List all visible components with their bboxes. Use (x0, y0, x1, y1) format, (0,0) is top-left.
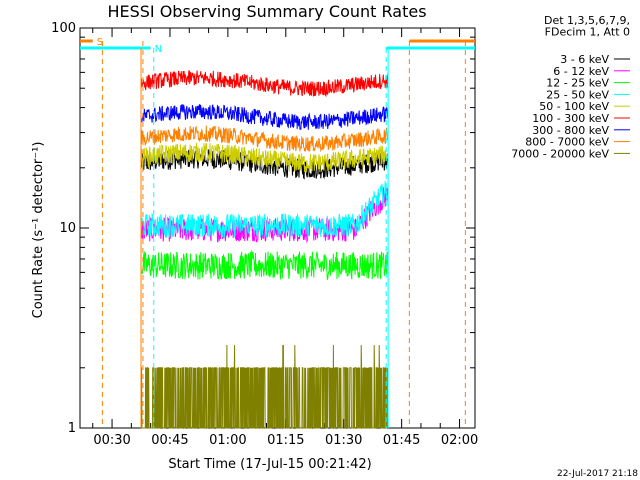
legend-label-1: 6 - 12 keV (553, 65, 609, 78)
y-axis-label: Count Rate (s⁻¹ detector⁻¹) (31, 142, 46, 319)
series-line-6 (140, 104, 389, 428)
legend-label-0: 3 - 6 keV (560, 53, 609, 66)
x-tick-label: 02:00 (441, 433, 478, 448)
plot-area: 1 10 100 00:30 00:45 01:00 01:15 01:30 01:45 02:0… (51, 21, 478, 448)
y-tick-label: 10 (59, 221, 76, 236)
x-tick-label: 00:45 (151, 433, 188, 448)
legend-label-3: 25 - 50 keV (546, 88, 609, 101)
y-tick-label: 1 (68, 421, 76, 436)
legend-header-line: FDecim 1, Att 0 (545, 26, 630, 39)
series-line-5 (140, 70, 389, 428)
legend-label-5: 100 - 300 keV (532, 112, 609, 125)
legend-label-2: 12 - 25 keV (546, 77, 609, 90)
y-tick-label: 100 (51, 21, 76, 36)
x-tick-label: 01:45 (383, 433, 420, 448)
series-line-7 (140, 125, 389, 428)
legend-label-8: 7000 - 20000 keV (511, 147, 609, 160)
series-line-2 (140, 249, 389, 428)
legend-header-line: Det 1,3,5,6,7,9, (544, 14, 630, 27)
x-tick-label: 00:30 (93, 433, 130, 448)
series-line-0 (140, 148, 389, 428)
flag-label-0: S (97, 37, 103, 48)
x-tick-label: 01:15 (267, 433, 304, 448)
series-line-4 (140, 142, 389, 428)
x-tick-label: 01:00 (209, 433, 246, 448)
x-tick-label: 01:30 (325, 433, 362, 448)
series-line-8 (140, 344, 389, 429)
footer-date: 22-Jul-2017 21:18 (557, 469, 638, 479)
series-line-3 (140, 180, 389, 428)
legend-label-4: 50 - 100 keV (539, 100, 609, 113)
flag-label-1: N (155, 44, 162, 55)
x-axis-label: Start Time (17-Jul-15 00:21:42) (168, 457, 371, 472)
legend-label-7: 800 - 7000 keV (525, 136, 609, 149)
legend-label-6: 300 - 800 keV (532, 124, 609, 137)
chart-title: HESSI Observing Summary Count Rates (107, 2, 426, 21)
